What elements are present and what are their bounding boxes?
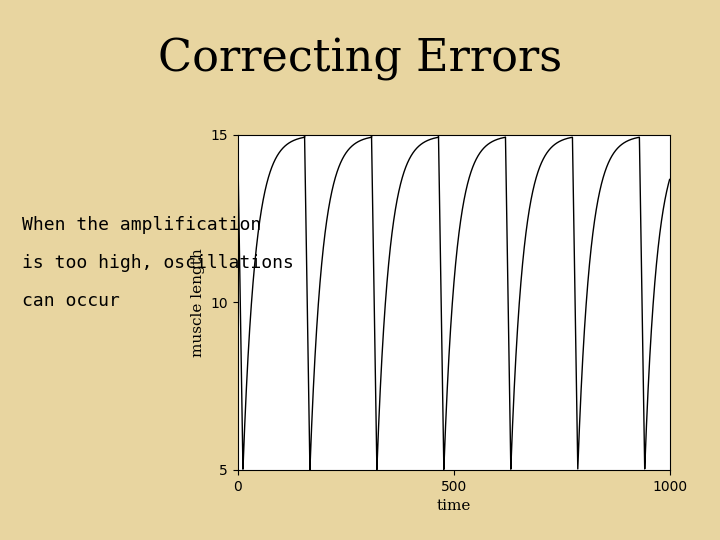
Text: is too high, oscillations: is too high, oscillations [22, 254, 294, 272]
Text: can occur: can occur [22, 292, 120, 309]
Text: Correcting Errors: Correcting Errors [158, 38, 562, 81]
X-axis label: time: time [436, 499, 471, 513]
Text: When the amplification: When the amplification [22, 216, 261, 234]
Y-axis label: muscle length: muscle length [191, 248, 204, 357]
